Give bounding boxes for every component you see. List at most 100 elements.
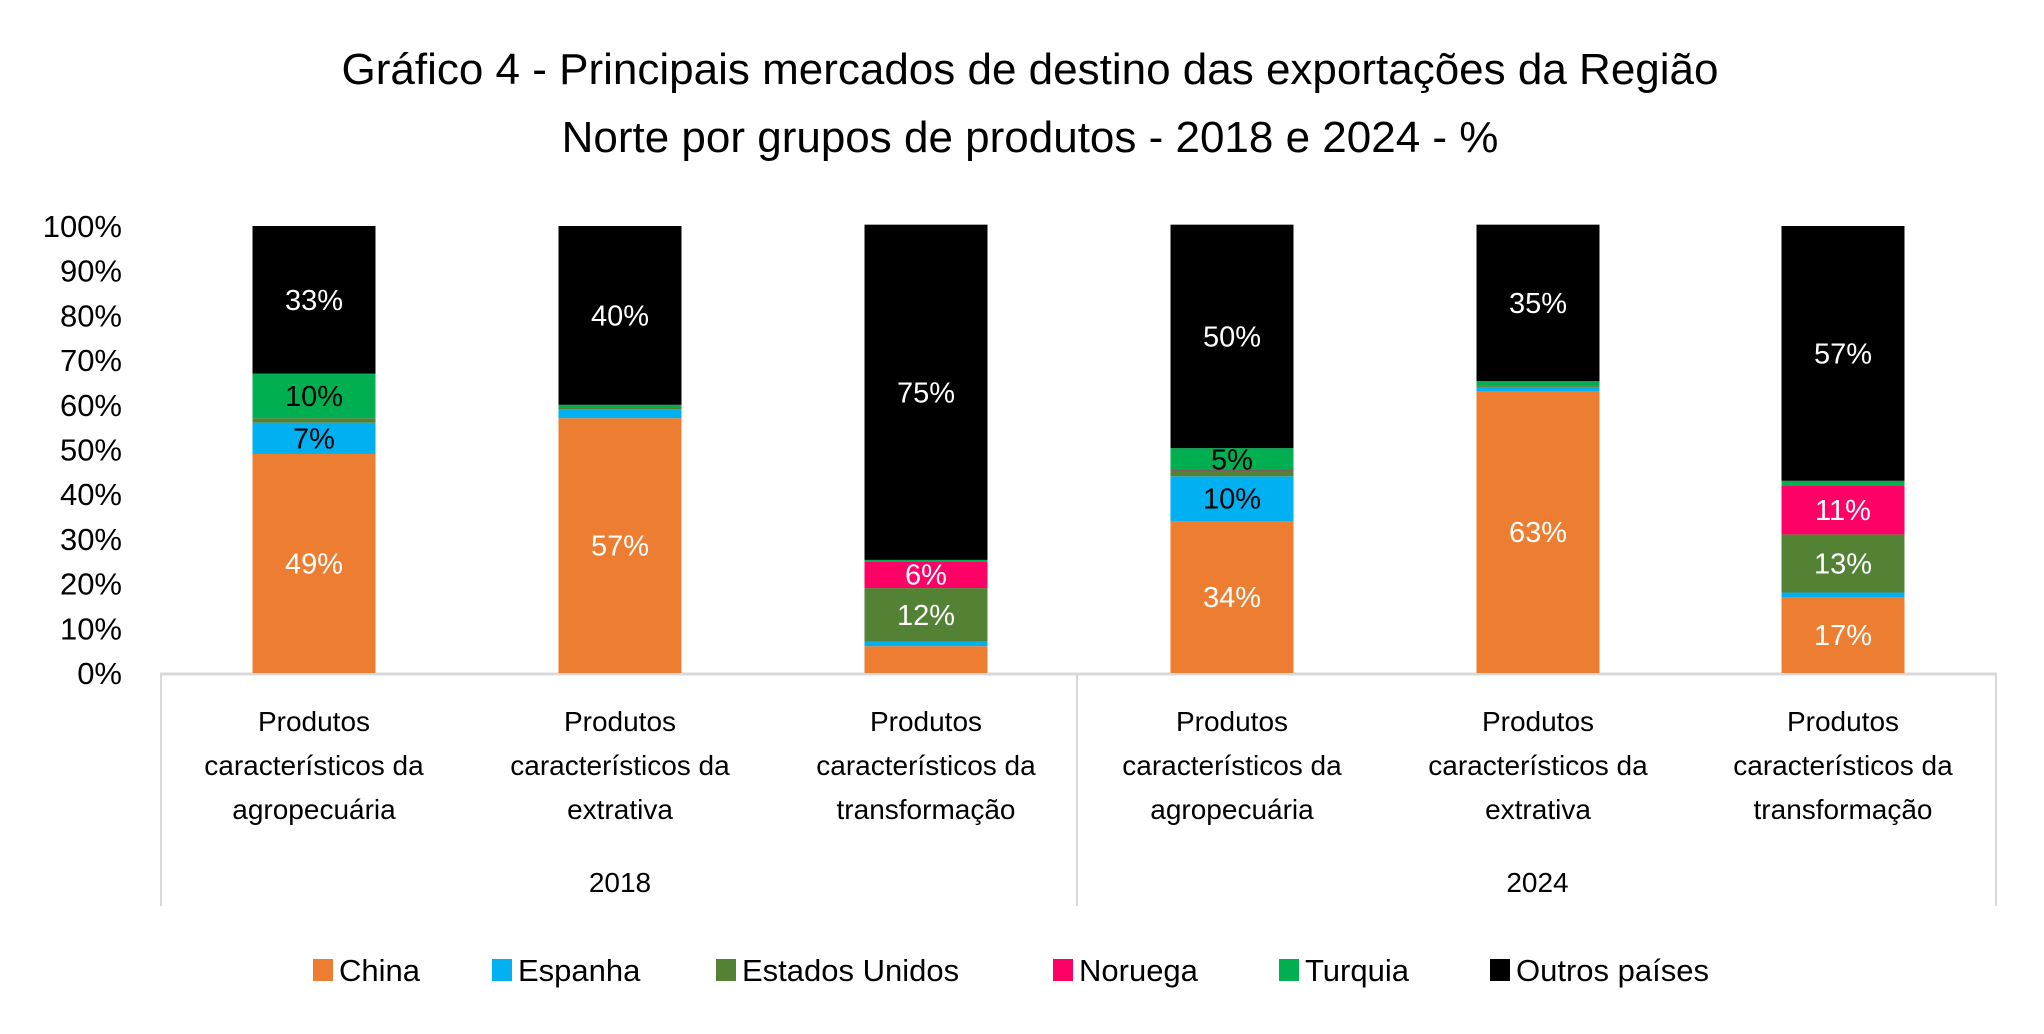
chart-title-line-2: Norte por grupos de produtos - 2018 e 20…: [562, 113, 1499, 162]
legend-item: China: [313, 953, 421, 988]
y-tick-label: 70%: [60, 343, 122, 378]
bar-segment-china: [558, 418, 682, 673]
y-tick-label: 10%: [60, 611, 122, 646]
category-label: característicos da: [1733, 750, 1953, 781]
bar-segment-turquia: [252, 373, 376, 419]
bar-segment-espanha: [252, 422, 376, 454]
data-label: 7%: [293, 423, 335, 455]
category-label: característicos da: [204, 750, 424, 781]
legend: China Espanha Estados Unidos Noruega Turquia…: [313, 953, 1709, 988]
legend-item: Estados Unidos: [716, 953, 959, 988]
bar-segment-noruega: [1781, 485, 1905, 535]
legend-swatch: [1279, 959, 1299, 981]
y-tick-label: 20%: [60, 567, 122, 602]
x-axis-labels: Produtos característicos da agropecuária Pr…: [204, 706, 1953, 898]
bar-segment-turquia: [1170, 448, 1294, 471]
data-label: 49%: [285, 548, 343, 580]
bar-segment-outros-países: [864, 224, 988, 560]
y-tick-label: 60%: [60, 388, 122, 423]
category-label: característicos da: [816, 750, 1036, 781]
data-label: 40%: [591, 300, 649, 332]
bar-segment-china: [1170, 521, 1294, 673]
bar-segment-turquia: [864, 559, 988, 562]
data-label: 34%: [1203, 582, 1261, 614]
y-tick-label: 40%: [60, 477, 122, 512]
legend-label: China: [339, 953, 421, 988]
category-label: Produtos: [870, 706, 982, 737]
legend-swatch: [1490, 959, 1510, 981]
group-label: 2024: [1506, 867, 1568, 898]
y-tick-label: 80%: [60, 298, 122, 333]
data-label: 11%: [1815, 495, 1871, 527]
legend-swatch: [716, 959, 736, 981]
bar-stack: 57% 40%: [558, 226, 682, 673]
bar-segment-estados-unidos: [252, 418, 376, 423]
category-label: Produtos: [1482, 706, 1594, 737]
bar-segment-turquia: [1781, 480, 1905, 486]
legend-item: Espanha: [492, 953, 641, 988]
bar-segment-espanha: [1781, 592, 1905, 598]
bar-segment-estados-unidos: [1170, 471, 1294, 477]
bar-segment-estados-unidos: [1476, 385, 1600, 387]
legend-swatch: [313, 959, 333, 981]
legend-label: Outros países: [1516, 953, 1709, 988]
category-label: agropecuária: [1150, 794, 1314, 825]
bar-segment-noruega: [1170, 470, 1294, 472]
bar-segment-espanha: [558, 409, 682, 419]
data-label: 33%: [285, 285, 343, 317]
legend-item: Outros países: [1490, 953, 1709, 988]
data-label: 35%: [1509, 288, 1567, 320]
category-label: característicos da: [1428, 750, 1648, 781]
category-label: Produtos: [1176, 706, 1288, 737]
bar-segment-outros-países: [558, 226, 682, 405]
category-axis-box: [160, 672, 1997, 906]
bar-segment-espanha: [1170, 476, 1294, 522]
bar-segment-outros-países: [1781, 226, 1905, 481]
bar-segment-outros-países: [1170, 224, 1294, 449]
category-label: transformação: [1754, 794, 1933, 825]
category-label: característicos da: [510, 750, 730, 781]
bar-segment-china: [864, 646, 988, 673]
data-label: 5%: [1211, 444, 1253, 476]
bar-stack: 49% 7% 10% 33%: [252, 226, 376, 673]
bar-segment-turquia: [558, 404, 682, 408]
category-label: característicos da: [1122, 750, 1342, 781]
y-tick-label: 30%: [60, 522, 122, 557]
bar-segment-espanha: [864, 641, 988, 647]
y-tick-label: 50%: [60, 433, 122, 468]
data-label: 10%: [1203, 484, 1261, 516]
bar-segment-china: [1781, 597, 1905, 673]
data-label: 10%: [285, 381, 343, 413]
bar-segment-estados-unidos: [558, 407, 682, 410]
legend-item: Noruega: [1053, 953, 1199, 988]
bar-segment-espanha: [1476, 386, 1600, 392]
y-axis: 0% 10% 20% 30% 40% 50% 60% 70% 80% 90% 100%: [43, 209, 122, 691]
legend-label: Espanha: [518, 953, 641, 988]
category-label: agropecuária: [232, 794, 396, 825]
data-label: 50%: [1203, 321, 1261, 353]
bars: 49% 7% 10% 33% 57% 40% 12% 6% 75% 34% 10% 5% 50% 63% 3…: [252, 224, 1905, 673]
category-label: Produtos: [1787, 706, 1899, 737]
data-label: 17%: [1814, 620, 1872, 652]
legend-label: Turquia: [1305, 953, 1410, 988]
category-label: extrativa: [1485, 794, 1591, 825]
y-tick-label: 90%: [60, 254, 122, 289]
bar-segment-estados-unidos: [864, 588, 988, 642]
legend-swatch: [1053, 959, 1073, 981]
legend-label: Noruega: [1079, 953, 1199, 988]
bar-segment-china: [252, 453, 376, 673]
data-label: 57%: [591, 531, 649, 563]
bar-stack: 34% 10% 5% 50%: [1170, 224, 1294, 673]
bar-segment-outros-países: [1476, 224, 1600, 382]
bar-segment-turquia: [1476, 381, 1600, 386]
data-label: 63%: [1509, 517, 1567, 549]
category-label: extrativa: [567, 794, 673, 825]
category-label: transformação: [837, 794, 1016, 825]
y-tick-label: 100%: [43, 209, 122, 244]
bar-segment-china: [1476, 391, 1600, 673]
data-label: 13%: [1814, 548, 1872, 580]
chart-title-line-1: Gráfico 4 - Principais mercados de desti…: [342, 45, 1719, 94]
bar-stack: 12% 6% 75%: [864, 224, 988, 673]
chart-title: Gráfico 4 - Principais mercados de desti…: [342, 45, 1719, 162]
